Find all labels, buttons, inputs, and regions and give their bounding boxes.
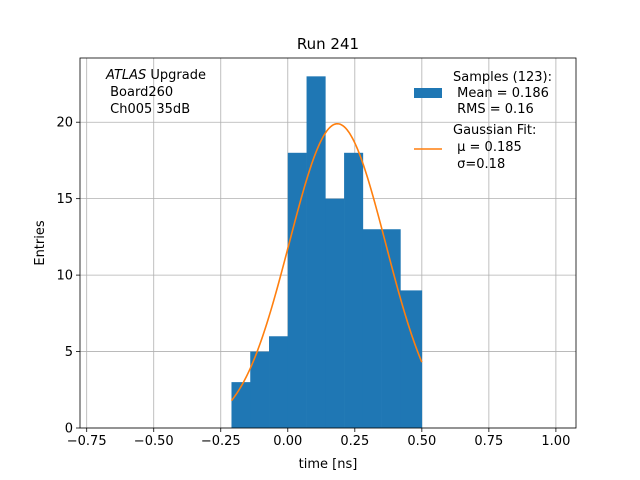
x-tick-label-4: 0.25 (340, 434, 369, 449)
histogram-bar-1 (250, 351, 270, 428)
x-tick-label-5: 0.50 (407, 434, 436, 449)
legend-samples-swatch (414, 88, 442, 98)
legend-fit-line-0: Gaussian Fit: (453, 123, 536, 138)
histogram-bar-6 (344, 152, 364, 428)
y-axis-ticks: 0 5 10 15 20 (56, 116, 80, 437)
annotation-line-0: ATLAS Upgrade (105, 68, 206, 83)
histogram-bar-3 (287, 152, 307, 428)
legend-samples-line-2: RMS = 0.16 (453, 102, 534, 117)
histogram-bar-0 (231, 382, 251, 428)
annotation-line-2: Ch005 35dB (106, 102, 190, 117)
histogram-bar-5 (325, 198, 345, 428)
plot-frame (79, 57, 577, 429)
y-tick-label-2: 10 (56, 269, 73, 284)
chart-title: Run 241 (297, 35, 359, 53)
histogram-bars (231, 76, 423, 428)
y-tick-label-3: 15 (56, 192, 73, 207)
histogram-bar-7 (362, 229, 382, 428)
histogram-bar-2 (269, 336, 289, 428)
y-tick-label-1: 5 (65, 345, 73, 360)
x-axis-label: time [ns] (299, 457, 358, 472)
annotation-line-1: Board260 (106, 85, 173, 100)
y-tick-label-0: 0 (65, 422, 73, 437)
gaussian-fit-curve (230, 122, 423, 402)
histogram-bar-4 (306, 76, 326, 428)
x-tick-label-0: −0.75 (67, 434, 107, 449)
legend: Samples (123): Mean = 0.186 RMS = 0.16 Ga… (414, 70, 552, 172)
histogram-bar-9 (400, 290, 423, 428)
x-tick-label-7: 1.00 (541, 434, 570, 449)
legend-samples-line-1: Mean = 0.186 (453, 86, 549, 101)
x-axis-ticks: −0.75 −0.50 −0.25 0.00 0.25 0.50 0.75 1.00 (67, 428, 570, 449)
x-tick-label-2: −0.25 (201, 434, 241, 449)
y-tick-label-4: 20 (56, 116, 73, 131)
x-tick-label-1: −0.50 (134, 434, 174, 449)
x-tick-label-3: 0.00 (273, 434, 302, 449)
legend-samples-line-0: Samples (123): (453, 70, 552, 85)
legend-fit-line-1: μ = 0.185 (453, 140, 522, 155)
histogram-bar-8 (381, 229, 401, 428)
gaussian-fit (230, 122, 423, 402)
legend-fit-line-2: σ=0.18 (453, 157, 505, 172)
atlas-annotation: ATLAS Upgrade Board260 Ch005 35dB (105, 68, 206, 117)
y-axis-label: Entries (33, 220, 48, 266)
x-tick-label-6: 0.75 (474, 434, 503, 449)
